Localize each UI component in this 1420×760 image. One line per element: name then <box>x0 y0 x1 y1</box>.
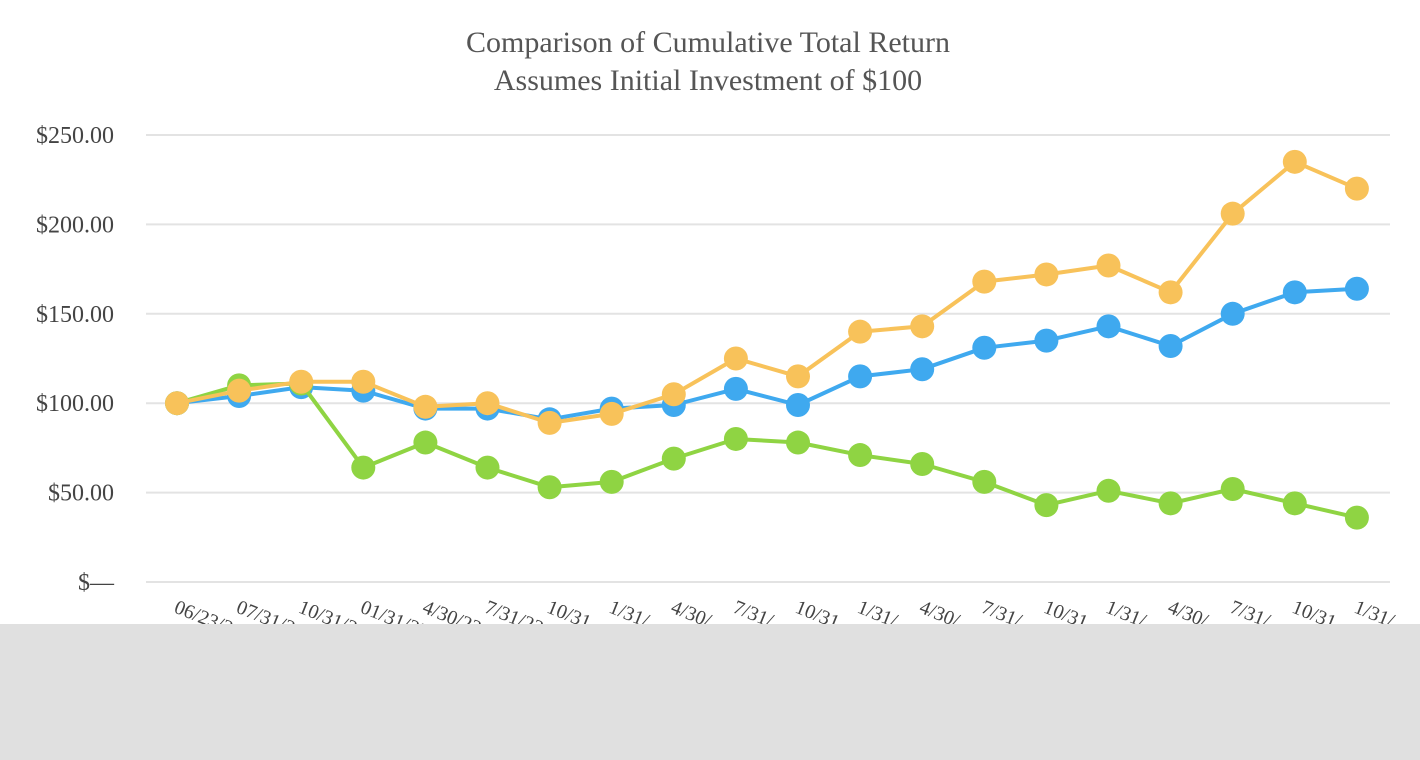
data-point <box>537 475 562 500</box>
data-point <box>1158 333 1183 358</box>
series-line <box>176 286 1358 422</box>
data-point <box>972 269 997 294</box>
y-axis-tick-labels: $— $50.00 $100.00 $150.00 $200.00 $250.00 <box>36 123 115 596</box>
y-tick-label: $50.00 <box>48 481 114 507</box>
data-point <box>1344 276 1369 301</box>
data-point <box>599 401 624 426</box>
data-point <box>413 430 438 455</box>
data-point <box>1034 328 1059 353</box>
data-point <box>910 357 935 382</box>
data-point <box>599 469 624 494</box>
footer-gray-panel <box>0 624 1420 760</box>
chart-title: Comparison of Cumulative Total Return <box>466 26 950 59</box>
y-tick-label: $— <box>78 570 115 596</box>
data-point <box>972 469 997 494</box>
data-point <box>1034 493 1059 518</box>
data-point <box>537 410 562 435</box>
y-tick-label: $100.00 <box>36 391 114 417</box>
y-tick-label: $250.00 <box>36 123 114 149</box>
data-point <box>1282 280 1307 305</box>
data-point <box>1158 280 1183 305</box>
data-point <box>351 369 376 394</box>
data-point <box>1096 253 1121 278</box>
data-point <box>723 426 748 451</box>
data-point <box>972 335 997 360</box>
data-point <box>1344 176 1369 201</box>
series-1 <box>165 276 1369 432</box>
data-point <box>351 455 376 480</box>
data-point <box>723 346 748 371</box>
data-point <box>848 443 873 468</box>
data-point <box>786 364 810 389</box>
data-point <box>1344 505 1369 530</box>
data-point <box>165 391 189 416</box>
y-tick-label: $200.00 <box>36 212 114 238</box>
series-2 <box>165 371 1369 530</box>
series-lines <box>165 149 1369 530</box>
data-point <box>1282 491 1307 516</box>
data-point <box>910 314 935 339</box>
data-point <box>1220 201 1245 226</box>
data-point <box>910 451 935 476</box>
data-point <box>1282 149 1307 174</box>
data-point <box>413 394 438 419</box>
data-point <box>661 446 686 471</box>
data-point <box>786 430 810 455</box>
data-point <box>1096 478 1121 503</box>
y-tick-label: $150.00 <box>36 302 114 328</box>
data-point <box>1096 314 1121 339</box>
data-point <box>848 364 873 389</box>
data-point <box>786 392 810 417</box>
data-point <box>1220 301 1245 326</box>
data-point <box>1220 477 1245 502</box>
data-point <box>227 378 252 403</box>
data-point <box>1034 262 1059 287</box>
data-point <box>848 319 873 344</box>
data-point <box>661 382 686 407</box>
data-point <box>723 376 748 401</box>
data-point <box>289 369 314 394</box>
data-point <box>475 455 500 480</box>
series-3 <box>165 149 1369 435</box>
gridlines <box>146 134 1390 583</box>
data-point <box>475 391 500 416</box>
chart-subtitle: Assumes Initial Investment of $100 <box>494 64 922 97</box>
data-point <box>1158 491 1183 516</box>
